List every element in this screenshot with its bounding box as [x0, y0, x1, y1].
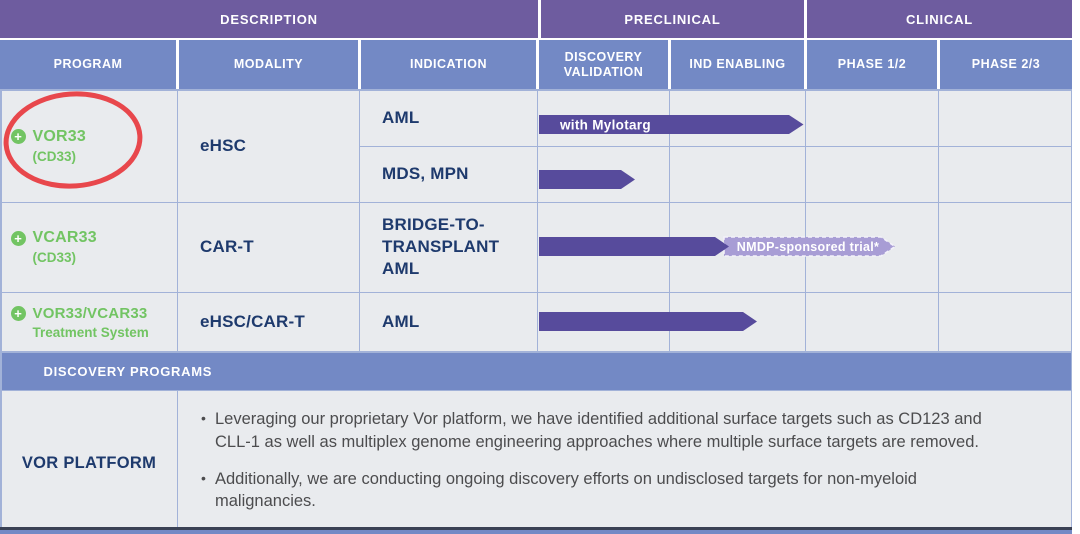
- vor-platform-label: VOR PLATFORM: [21, 453, 157, 472]
- banner-label: DISCOVERY PROGRAMS: [43, 363, 213, 379]
- discovery-programs-banner: DISCOVERY PROGRAMS: [1, 352, 1071, 390]
- program-name: VOR33: [32, 128, 86, 145]
- column-header-discovery-validation: DISCOVERY VALIDATION: [539, 40, 668, 89]
- stage-cell: [538, 147, 669, 202]
- column-header-label: DISCOVERY VALIDATION: [563, 49, 644, 79]
- expand-plus-icon[interactable]: +: [10, 230, 26, 246]
- stage-cell: [806, 147, 938, 202]
- stage-cell: [538, 90, 669, 146]
- column-header-label: PROGRAM: [53, 57, 123, 71]
- column-header-label: PHASE 2/3: [971, 57, 1041, 71]
- group-header-label: PRECLINICAL: [624, 11, 721, 27]
- bottom-blue-strip: [0, 529, 1072, 534]
- vor-platform-description-cell: Leveraging our proprietary Vor platform,…: [178, 391, 1071, 534]
- stage-cell: [939, 90, 1071, 146]
- column-header-program: PROGRAM: [0, 40, 176, 89]
- indication-cell: BRIDGE-TO-TRANSPLANT AML: [360, 203, 537, 292]
- program-name: VCAR33: [32, 229, 97, 247]
- modality-cell: CAR-T: [178, 203, 359, 292]
- column-header-phase-1-2: PHASE 1/2: [807, 40, 937, 89]
- group-header-label: DESCRIPTION: [220, 11, 318, 27]
- stage-cell: [538, 203, 669, 292]
- stage-cell: [939, 293, 1071, 351]
- stage-cell: [806, 293, 938, 351]
- column-header-ind-enabling: IND ENABLING: [671, 40, 804, 89]
- program-target: (CD33): [32, 149, 77, 164]
- column-header-modality: MODALITY: [179, 40, 358, 89]
- expand-plus-icon[interactable]: +: [10, 305, 26, 321]
- program-text: VCAR33 (CD33): [33, 229, 97, 265]
- bottom-border-line: [0, 527, 1072, 530]
- stage-cell: [670, 203, 805, 292]
- program-target: (CD33): [32, 250, 77, 266]
- program-name: VOR33/VCAR33: [32, 304, 148, 322]
- indication-cell: AML: [360, 90, 537, 146]
- column-header-indication: INDICATION: [361, 40, 536, 89]
- platform-bullet-list: Leveraging our proprietary Vor platform,…: [200, 408, 1001, 513]
- vor-platform-cell: VOR PLATFORM: [1, 391, 177, 534]
- stage-cell: [939, 203, 1071, 292]
- platform-bullet: Additionally, we are conducting ongoing …: [200, 468, 1001, 514]
- modality-label: CAR-T: [200, 237, 254, 257]
- platform-bullet: Leveraging our proprietary Vor platform,…: [200, 408, 1001, 454]
- modality-cell: eHSC/CAR-T: [178, 293, 359, 351]
- modality-label: eHSC/CAR-T: [200, 312, 305, 331]
- pipeline-grid: + VOR33 (CD33) eHSC AML MDS, MPN + VCAR3…: [0, 89, 1072, 534]
- column-header-label: PHASE 1/2: [837, 57, 907, 71]
- indication-cell: MDS, MPN: [360, 147, 537, 202]
- program-target: Treatment System: [32, 324, 149, 340]
- stage-cell: [538, 293, 669, 351]
- indication-label: MDS, MPN: [382, 164, 469, 184]
- group-header-preclinical: PRECLINICAL: [541, 0, 804, 38]
- column-header-label: MODALITY: [233, 57, 304, 71]
- column-header-label: INDICATION: [410, 57, 487, 71]
- indication-label: BRIDGE-TO-TRANSPLANT AML: [382, 215, 500, 279]
- expand-plus-icon[interactable]: +: [10, 128, 26, 144]
- program-cell-vor33-vcar33: + VOR33/VCAR33 Treatment System: [1, 293, 177, 351]
- modality-cell: eHSC: [178, 90, 359, 202]
- stage-cell: [806, 203, 938, 292]
- indication-cell: AML: [360, 293, 537, 351]
- indication-label: AML: [382, 108, 420, 127]
- column-header-phase-2-3: PHASE 2/3: [940, 40, 1072, 89]
- stage-cell: [670, 147, 805, 202]
- stage-cell: [670, 293, 805, 351]
- program-text: VOR33 (CD33): [33, 128, 86, 164]
- group-header-clinical: CLINICAL: [807, 0, 1072, 38]
- modality-label: eHSC: [200, 136, 247, 155]
- program-text: VOR33/VCAR33 Treatment System: [33, 305, 149, 340]
- program-cell-vor33: + VOR33 (CD33): [1, 90, 177, 202]
- column-header-label: IND ENABLING: [689, 57, 786, 71]
- program-cell-vcar33: + VCAR33 (CD33): [1, 203, 177, 292]
- stage-cell: [939, 147, 1071, 202]
- group-header-label: CLINICAL: [905, 11, 974, 27]
- group-header-description: DESCRIPTION: [0, 0, 538, 38]
- stage-cell: [670, 90, 805, 146]
- stage-cell: [806, 90, 938, 146]
- indication-label: AML: [382, 312, 420, 331]
